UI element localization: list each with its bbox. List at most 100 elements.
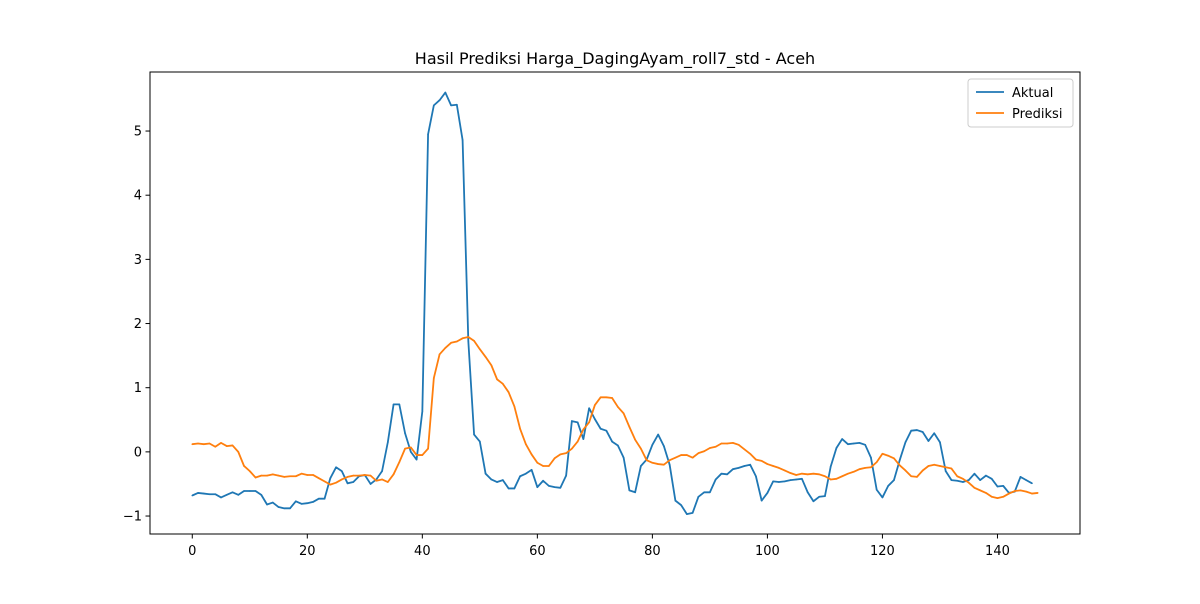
data-point <box>760 499 763 502</box>
y-tick-label: 1 <box>134 381 142 396</box>
data-point <box>237 451 240 453</box>
data-point <box>467 336 470 338</box>
data-point <box>352 474 355 477</box>
data-point <box>703 450 705 453</box>
data-point <box>726 473 728 476</box>
data-point <box>611 440 613 443</box>
data-point <box>237 494 240 496</box>
data-point <box>381 470 383 472</box>
data-point <box>473 433 475 436</box>
data-point <box>801 472 803 475</box>
data-point <box>709 447 711 449</box>
y-tick-label: 4 <box>134 189 142 204</box>
data-point <box>628 489 631 492</box>
data-point <box>398 403 401 406</box>
data-point <box>760 460 763 462</box>
data-point <box>565 474 567 477</box>
data-point <box>306 502 309 505</box>
data-point <box>783 480 786 483</box>
data-point <box>450 341 452 344</box>
data-point <box>438 99 441 102</box>
data-point <box>444 91 447 94</box>
data-point <box>473 340 475 342</box>
data-point <box>795 478 797 481</box>
data-point <box>829 478 832 481</box>
data-point <box>496 378 498 381</box>
data-point <box>599 427 602 430</box>
y-tick-label: 5 <box>134 125 142 140</box>
data-point <box>433 377 435 379</box>
data-point <box>369 483 372 485</box>
data-point <box>352 481 355 483</box>
data-point <box>295 500 297 503</box>
data-point <box>594 418 596 420</box>
data-point <box>248 470 251 472</box>
data-point <box>617 406 619 408</box>
data-point <box>502 479 504 481</box>
data-point <box>789 479 792 481</box>
data-point <box>335 481 337 484</box>
data-point <box>260 474 263 477</box>
x-tick-label: 20 <box>299 544 316 559</box>
data-point <box>703 491 705 494</box>
data-point <box>479 440 481 443</box>
data-point <box>323 497 326 500</box>
data-point <box>410 446 412 449</box>
data-point <box>312 501 314 503</box>
data-point <box>231 444 234 447</box>
y-tick-label: 3 <box>134 253 142 268</box>
data-point <box>858 442 861 444</box>
data-point <box>933 463 935 466</box>
data-point <box>881 496 884 499</box>
data-point <box>893 457 895 460</box>
data-point <box>939 441 941 444</box>
series-line-prediksi <box>192 336 1038 499</box>
data-point <box>300 472 303 475</box>
data-point <box>709 491 711 494</box>
data-point <box>318 477 320 479</box>
x-tick-label: 60 <box>529 544 546 559</box>
data-point <box>525 443 527 445</box>
data-point <box>979 479 982 481</box>
data-point <box>904 469 907 472</box>
data-point <box>1002 485 1005 487</box>
data-point <box>197 442 199 445</box>
data-point <box>398 461 401 463</box>
data-point <box>381 478 383 481</box>
data-point <box>674 499 677 502</box>
data-point <box>530 469 533 471</box>
data-point <box>191 494 194 497</box>
data-point <box>318 497 320 500</box>
data-point <box>686 513 688 515</box>
data-point <box>605 396 608 399</box>
data-point <box>732 468 734 470</box>
data-point <box>870 466 872 469</box>
data-point <box>513 405 516 408</box>
data-point <box>358 474 360 477</box>
data-point <box>749 463 751 466</box>
data-point <box>898 464 901 467</box>
data-point <box>588 421 590 424</box>
data-point <box>847 443 849 445</box>
data-point <box>208 442 211 445</box>
data-point <box>737 444 740 446</box>
data-point <box>484 472 487 475</box>
data-point <box>461 139 464 141</box>
x-tick-label: 140 <box>985 544 1010 559</box>
data-point <box>893 479 895 481</box>
data-point <box>962 481 964 483</box>
data-point <box>766 492 769 494</box>
data-point <box>329 483 332 486</box>
data-point <box>341 478 343 481</box>
data-point <box>415 458 418 461</box>
data-point <box>973 487 976 489</box>
data-point <box>990 495 993 498</box>
data-point <box>778 467 780 469</box>
data-point <box>829 465 832 468</box>
y-tick-label: 0 <box>134 445 142 460</box>
data-point <box>916 476 918 478</box>
data-point <box>433 104 435 107</box>
legend-box <box>967 78 1074 128</box>
data-point <box>778 481 780 483</box>
data-point <box>772 465 774 467</box>
